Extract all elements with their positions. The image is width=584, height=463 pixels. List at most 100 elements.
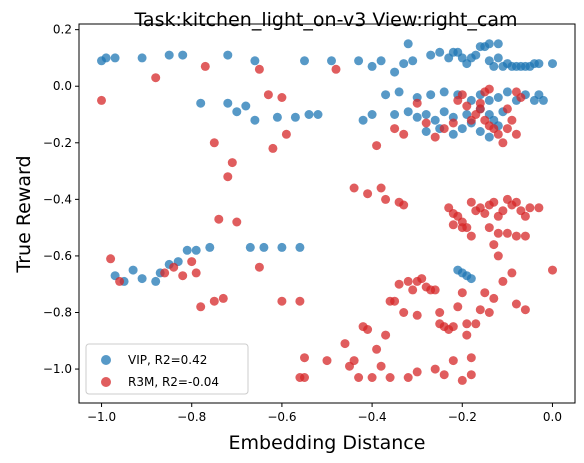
r3m-point	[214, 214, 224, 224]
r3m-point	[507, 115, 517, 125]
vip-point	[489, 61, 499, 71]
legend-label-vip: VIP, R2=0.42	[128, 353, 207, 367]
r3m-point	[349, 356, 359, 366]
r3m-point	[268, 143, 278, 153]
r3m-point	[367, 373, 377, 382]
r3m-point	[439, 124, 449, 134]
r3m-point	[254, 262, 264, 272]
vip-point	[403, 107, 413, 117]
legend-marker-r3m	[101, 377, 111, 387]
r3m-point	[448, 322, 458, 332]
r3m-point	[448, 118, 458, 128]
vip-point	[484, 132, 494, 142]
r3m-point	[191, 268, 201, 278]
r3m-point	[511, 87, 521, 97]
r3m-point	[493, 228, 503, 238]
vip-point	[421, 110, 431, 119]
r3m-point	[390, 296, 400, 306]
r3m-point	[417, 274, 427, 284]
vip-point	[390, 67, 400, 77]
r3m-point	[502, 228, 512, 238]
vip-point	[471, 50, 481, 60]
vip-point	[475, 127, 485, 136]
r3m-point	[453, 302, 463, 312]
r3m-point	[502, 124, 512, 134]
r3m-point	[466, 197, 476, 207]
vip-point	[277, 242, 287, 252]
r3m-point	[151, 73, 161, 83]
r3m-point	[493, 251, 503, 261]
vip-point	[191, 245, 201, 255]
r3m-point	[457, 90, 467, 100]
vip-point	[245, 242, 255, 252]
r3m-point	[435, 308, 445, 317]
r3m-point	[511, 299, 521, 309]
vip-point	[151, 276, 161, 286]
vip-point	[399, 59, 409, 69]
r3m-point	[254, 64, 264, 74]
r3m-point	[520, 231, 530, 241]
r3m-point	[480, 209, 490, 218]
vip-point	[426, 90, 436, 100]
x-tick-label: −0.6	[267, 410, 296, 424]
r3m-point	[548, 265, 557, 275]
r3m-point	[200, 61, 210, 71]
r3m-point	[160, 268, 170, 278]
y-axis: 0.2 0.0 −0.2 −0.4 −0.6 −0.8 −1.0	[43, 23, 79, 376]
plot-points	[97, 39, 557, 385]
vip-point	[241, 101, 251, 111]
vip-point	[376, 56, 386, 66]
vip-point	[453, 265, 463, 275]
r3m-point	[376, 183, 386, 193]
r3m-point	[471, 319, 481, 329]
vip-point	[390, 110, 400, 119]
r3m-point	[475, 305, 485, 315]
r3m-point	[480, 87, 490, 97]
r3m-point	[372, 344, 382, 354]
r3m-point	[493, 129, 503, 139]
r3m-point	[331, 64, 341, 74]
r3m-point	[448, 220, 458, 230]
vip-point	[300, 56, 309, 66]
x-tick-label: −1.0	[87, 410, 116, 424]
r3m-point	[462, 319, 472, 329]
r3m-point	[349, 183, 359, 193]
vip-point	[439, 107, 449, 117]
r3m-point	[489, 240, 499, 250]
vip-point	[110, 53, 120, 63]
r3m-point	[489, 293, 499, 303]
x-axis: −1.0 −0.8 −0.6 −0.4 −0.2 0.0	[87, 403, 562, 424]
r3m-point	[227, 158, 237, 168]
r3m-point	[498, 138, 508, 148]
vip-point	[182, 245, 192, 255]
legend: VIP, R2=0.42 R3M, R2=-0.04	[85, 343, 249, 395]
vip-point	[250, 56, 260, 66]
r3m-point	[390, 124, 400, 134]
legend-label-r3m: R3M, R2=-0.04	[128, 375, 219, 389]
vip-point	[493, 93, 503, 102]
vip-point	[367, 61, 377, 71]
r3m-point	[403, 373, 413, 382]
r3m-point	[430, 285, 440, 295]
vip-point	[412, 112, 422, 122]
r3m-point	[457, 288, 467, 298]
r3m-point	[322, 356, 332, 366]
r3m-point	[381, 194, 391, 204]
r3m-point	[340, 339, 350, 349]
r3m-point	[209, 138, 219, 148]
r3m-point	[354, 373, 364, 382]
vip-point	[403, 39, 413, 49]
y-tick-label: 0.2	[53, 23, 72, 37]
r3m-point	[412, 367, 422, 377]
r3m-point	[178, 271, 188, 281]
vip-point	[502, 87, 512, 97]
r3m-point	[412, 98, 422, 108]
r3m-point	[525, 203, 535, 213]
x-axis-label: Embedding Distance	[229, 432, 426, 454]
vip-point	[538, 95, 548, 105]
r3m-point	[169, 262, 179, 272]
y-tick-label: −0.2	[43, 136, 72, 150]
vip-point	[295, 242, 305, 252]
r3m-point	[372, 141, 382, 151]
